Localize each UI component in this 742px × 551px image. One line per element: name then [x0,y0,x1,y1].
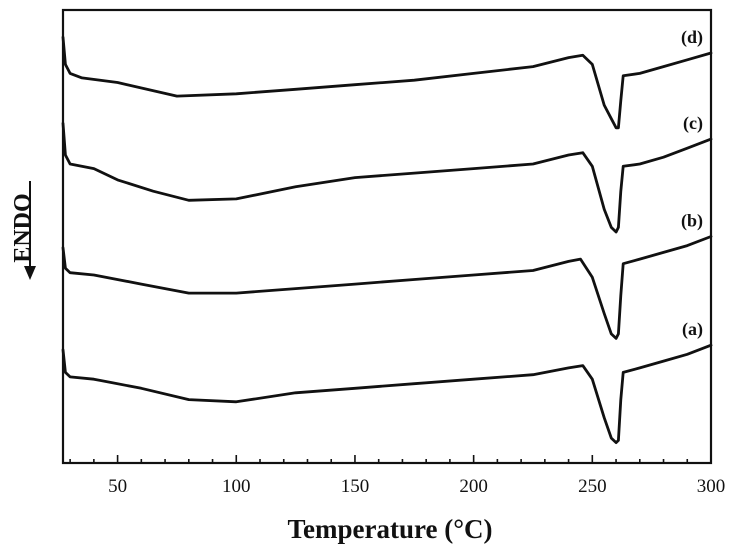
series-line [61,121,713,234]
series-label: (b) [681,211,703,232]
series-line [61,35,713,130]
endo-arrow-icon [24,181,36,280]
x-tick-label: 300 [697,476,726,497]
x-tick-label: 150 [341,476,370,497]
series-label: (d) [681,27,703,48]
y-axis-label-group: ENDO [10,193,36,262]
x-tick-label: 50 [108,476,127,497]
y-axis-title: ENDO [10,193,36,262]
x-axis-ticks: 50 100 150 200 250 300 [69,455,726,497]
x-tick-label: 100 [222,476,251,497]
label-layer: (d) (c) (b) (a) [681,27,703,340]
series-line [61,343,713,444]
x-tick-label: 250 [578,476,607,497]
series-line [61,235,713,340]
plot-frame [61,8,713,465]
x-axis-title: Temperature (°C) [287,514,492,544]
series-layer [61,35,713,444]
x-tick-label: 200 [459,476,488,497]
series-label: (c) [683,113,703,134]
series-label: (a) [682,319,703,340]
